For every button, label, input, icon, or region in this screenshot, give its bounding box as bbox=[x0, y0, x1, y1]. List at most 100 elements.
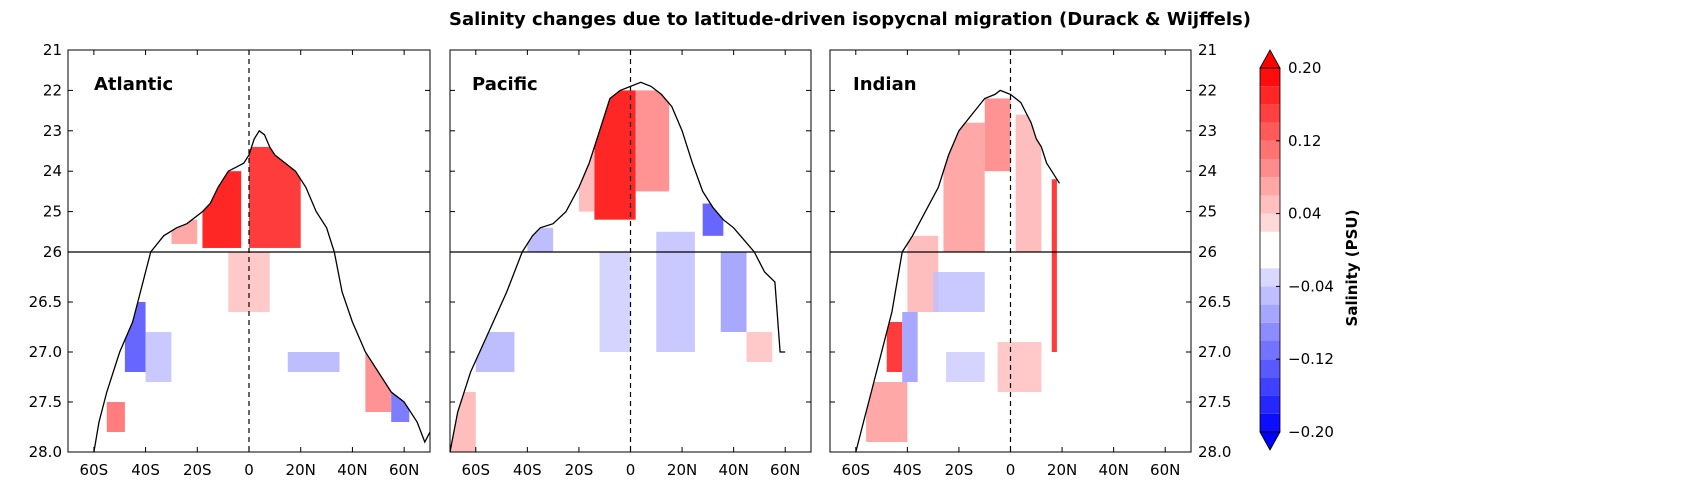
pacific-y-axis bbox=[450, 49, 811, 453]
pacific-x-tick-label: 60S bbox=[461, 461, 490, 479]
pacific-x-tick-label: 0 bbox=[626, 461, 636, 479]
atlantic-y-axis: 21 22 23 24 25 26 26.5 27.0 27.5 28.0 bbox=[29, 41, 430, 461]
pacific-anomaly-cell bbox=[635, 90, 670, 192]
pacific-anomaly-field bbox=[450, 90, 773, 452]
pacific-x-tick-label: 40N bbox=[718, 461, 748, 479]
colorbar-level bbox=[1260, 140, 1280, 159]
indian-anomaly-cell bbox=[943, 122, 985, 252]
colorbar-tick-label: −0.12 bbox=[1288, 350, 1334, 368]
pacific-anomaly-cell bbox=[594, 90, 636, 220]
pacific-x-tick-label: 40S bbox=[513, 461, 542, 479]
colorbar-ticks: 0.20 0.12 0.04 −0.04 −0.12 −0.20 bbox=[1276, 59, 1334, 441]
indian-y-tick-label: 27.5 bbox=[1198, 393, 1231, 411]
indian-anomaly-cell bbox=[866, 382, 908, 442]
indian-anomaly-cell bbox=[902, 312, 918, 382]
atlantic-anomaly-cell bbox=[202, 171, 242, 248]
atlantic-y-tick-label: 27.0 bbox=[29, 343, 62, 361]
indian-y-tick-label: 26 bbox=[1198, 243, 1217, 261]
pacific-anomaly-cell bbox=[656, 231, 695, 352]
indian-y-tick-label: 24 bbox=[1198, 162, 1217, 180]
atlantic-y-tick-label: 22 bbox=[43, 81, 62, 99]
panel-atlantic: Atlantic 60S 40S 20S 0 20N 40N 60N 21222324252… bbox=[29, 41, 431, 479]
indian-y-tick-label: 27.0 bbox=[1198, 343, 1231, 361]
colorbar-tick-label: 0.04 bbox=[1288, 205, 1321, 223]
colorbar-level bbox=[1260, 195, 1280, 214]
pacific-anomaly-cell bbox=[599, 252, 631, 352]
colorbar-label: Salinity (PSU) bbox=[1343, 210, 1361, 327]
colorbar-level bbox=[1260, 322, 1280, 341]
indian-y-tick-label: 26.5 bbox=[1198, 293, 1231, 311]
atlantic-anomaly-cell bbox=[391, 382, 410, 422]
indian-anomaly-cell bbox=[997, 342, 1042, 392]
colorbar-tick-label: −0.20 bbox=[1288, 423, 1334, 441]
pacific-plot-area bbox=[449, 50, 811, 453]
atlantic-y-tick-label: 25 bbox=[43, 203, 62, 221]
atlantic-x-tick-label: 20N bbox=[286, 461, 316, 479]
colorbar-tick-label: 0.12 bbox=[1288, 132, 1321, 150]
indian-y-tick-label: 23 bbox=[1198, 122, 1217, 140]
indian-anomaly-cell bbox=[933, 272, 985, 312]
colorbar-level bbox=[1260, 268, 1280, 287]
panel-indian: Indian 60S 40S 20S 0 20N 40N 60N 2122232425262… bbox=[829, 41, 1231, 479]
indian-anomaly-cell bbox=[1051, 179, 1057, 352]
indian-anomaly-cell bbox=[907, 235, 939, 312]
indian-y-tick-label: 22 bbox=[1198, 81, 1217, 99]
atlantic-x-tick-label: 20S bbox=[183, 461, 212, 479]
atlantic-anomaly-cell bbox=[365, 352, 392, 412]
colorbar-level bbox=[1260, 341, 1280, 360]
indian-anomaly-cell bbox=[886, 322, 903, 372]
atlantic-y-tick-label: 26 bbox=[43, 243, 62, 261]
indian-y-tick-label: 21 bbox=[1198, 41, 1217, 59]
pacific-anomaly-cell bbox=[720, 252, 747, 332]
colorbar-level bbox=[1260, 377, 1280, 396]
colorbar-level bbox=[1260, 359, 1280, 378]
pacific-x-tick-label: 20S bbox=[565, 461, 594, 479]
indian-anomaly-cell bbox=[946, 352, 985, 382]
pacific-x-axis: 60S 40S 20S 0 20N 40N 60N bbox=[461, 50, 800, 479]
indian-x-tick-label: 60S bbox=[841, 461, 870, 479]
pacific-anomaly-cell bbox=[527, 227, 554, 252]
indian-surface-outline bbox=[855, 89, 1061, 453]
atlantic-plot-area bbox=[68, 50, 431, 453]
atlantic-y-tick-label: 23 bbox=[43, 122, 62, 140]
colorbar-level bbox=[1260, 122, 1280, 141]
atlantic-anomaly-cell bbox=[287, 352, 340, 372]
colorbar-level bbox=[1260, 159, 1280, 178]
atlantic-anomaly-cell bbox=[145, 332, 172, 382]
indian-anomaly-cell bbox=[1015, 114, 1042, 252]
pacific-panel-label: Pacific bbox=[472, 74, 538, 95]
atlantic-x-axis: 60S 40S 20S 0 20N 40N 60N bbox=[80, 50, 419, 479]
pacific-anomaly-cell bbox=[746, 332, 773, 362]
indian-panel-label: Indian bbox=[853, 74, 917, 95]
pacific-surface-outline bbox=[449, 81, 786, 453]
atlantic-y-tick-label: 24 bbox=[43, 162, 62, 180]
atlantic-x-tick-label: 60N bbox=[389, 461, 419, 479]
colorbar-level bbox=[1260, 395, 1280, 414]
indian-x-tick-label: 60N bbox=[1150, 461, 1180, 479]
indian-x-tick-label: 20S bbox=[945, 461, 974, 479]
colorbar-extend-max bbox=[1259, 49, 1281, 69]
pacific-x-tick-label: 20N bbox=[667, 461, 697, 479]
atlantic-y-tick-label: 21 bbox=[43, 41, 62, 59]
colorbar-extend-min bbox=[1259, 431, 1281, 451]
colorbar-level bbox=[1260, 86, 1280, 105]
colorbar-level bbox=[1260, 413, 1280, 432]
panel-pacific: Pacific 60S 40S 20S 0 20N 40N 60N bbox=[449, 49, 812, 479]
pacific-anomaly-cell bbox=[475, 332, 515, 372]
atlantic-x-tick-label: 0 bbox=[244, 461, 254, 479]
colorbar-tick-label: −0.04 bbox=[1288, 277, 1334, 295]
indian-x-tick-label: 40N bbox=[1098, 461, 1128, 479]
colorbar-tick-label: 0.20 bbox=[1288, 59, 1321, 77]
pacific-anomaly-cell bbox=[450, 392, 476, 452]
atlantic-anomaly-cell bbox=[171, 219, 198, 244]
atlantic-anomaly-field bbox=[106, 146, 410, 432]
atlantic-x-tick-label: 60S bbox=[80, 461, 109, 479]
indian-x-tick-label: 20N bbox=[1047, 461, 1077, 479]
indian-x-axis: 60S 40S 20S 0 20N 40N 60N bbox=[841, 50, 1180, 479]
colorbar-level bbox=[1260, 177, 1280, 196]
atlantic-x-tick-label: 40S bbox=[131, 461, 160, 479]
indian-anomaly-cell bbox=[984, 98, 1011, 172]
indian-plot-area bbox=[830, 50, 1191, 453]
atlantic-anomaly-cell bbox=[249, 146, 301, 248]
